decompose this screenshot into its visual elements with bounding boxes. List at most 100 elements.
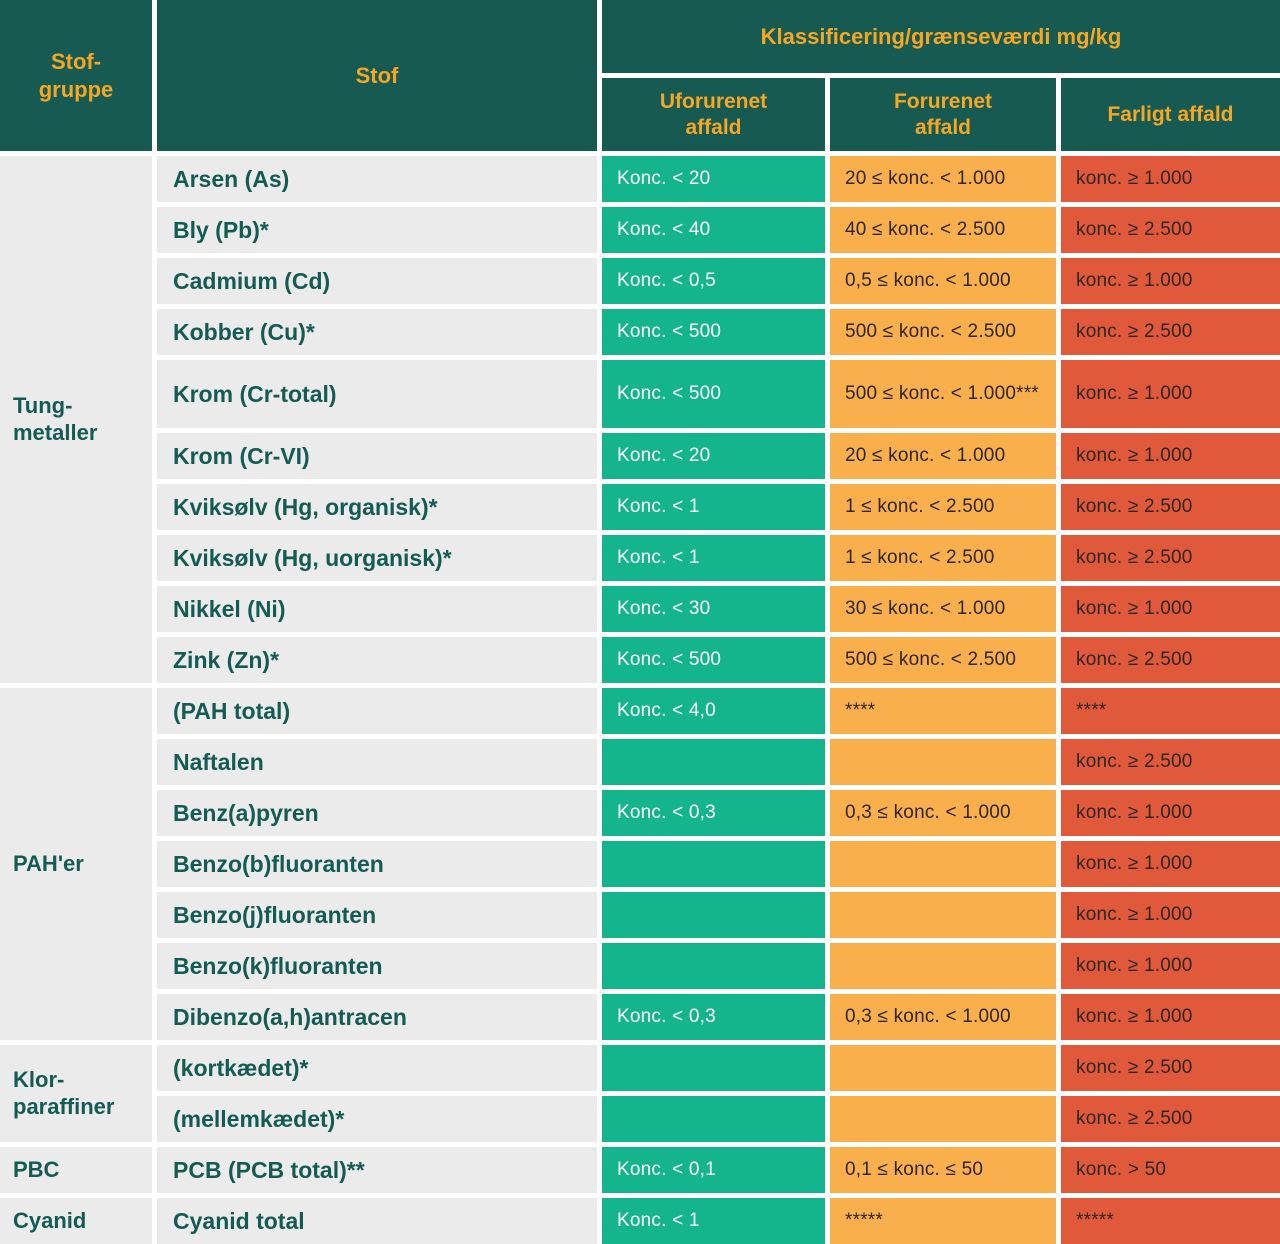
stof-cell: Cyanid total bbox=[157, 1198, 597, 1244]
stof-cell: Dibenzo(a,h)antracen bbox=[157, 994, 597, 1040]
header-forurenet-affald: Forurenet affald bbox=[830, 78, 1056, 151]
farligt-value-cell: konc. ≥ 1.000 bbox=[1061, 892, 1280, 938]
uforurenet-value-cell: Konc. < 20 bbox=[602, 433, 825, 479]
forurenet-value-cell bbox=[830, 739, 1056, 785]
forurenet-value-cell bbox=[830, 1096, 1056, 1142]
stof-cell: Benzo(k)fluoranten bbox=[157, 943, 597, 989]
farligt-value-cell: konc. ≥ 2.500 bbox=[1061, 309, 1280, 355]
uforurenet-value-cell bbox=[602, 841, 825, 887]
header-stof-label: Stof bbox=[355, 62, 399, 88]
uforurenet-value-cell: Konc. < 30 bbox=[602, 586, 825, 632]
stof-cell: PCB (PCB total)** bbox=[157, 1147, 597, 1193]
farligt-value-cell: konc. ≥ 2.500 bbox=[1061, 739, 1280, 785]
farligt-value-cell: konc. ≥ 2.500 bbox=[1061, 207, 1280, 253]
group-label-klor-paraffiner: Klor-paraffiner bbox=[0, 1045, 152, 1142]
farligt-value-cell: konc. > 50 bbox=[1061, 1147, 1280, 1193]
farligt-value-cell: konc. ≥ 1.000 bbox=[1061, 586, 1280, 632]
forurenet-value-cell: 0,3 ≤ konc. < 1.000 bbox=[830, 790, 1056, 836]
uforurenet-value-cell: Konc. < 0,1 bbox=[602, 1147, 825, 1193]
farligt-value-cell: konc. ≥ 1.000 bbox=[1061, 360, 1280, 428]
uforurenet-value-cell: Konc. < 0,3 bbox=[602, 790, 825, 836]
farligt-value-cell: konc. ≥ 1.000 bbox=[1061, 994, 1280, 1040]
farligt-value-cell: konc. ≥ 1.000 bbox=[1061, 943, 1280, 989]
forurenet-value-cell: 1 ≤ konc. < 2.500 bbox=[830, 484, 1056, 530]
stof-cell: Benz(a)pyren bbox=[157, 790, 597, 836]
group-label-pah-er: PAH'er bbox=[0, 688, 152, 1040]
farligt-value-cell: konc. ≥ 2.500 bbox=[1061, 1045, 1280, 1091]
forurenet-value-cell: **** bbox=[830, 688, 1056, 734]
farligt-value-cell: **** bbox=[1061, 688, 1280, 734]
stof-cell: Cadmium (Cd) bbox=[157, 258, 597, 304]
stof-cell: Kobber (Cu)* bbox=[157, 309, 597, 355]
uforurenet-value-cell bbox=[602, 739, 825, 785]
farligt-value-cell: konc. ≥ 1.000 bbox=[1061, 433, 1280, 479]
uforurenet-value-cell: Konc. < 500 bbox=[602, 360, 825, 428]
forurenet-value-cell: 0,5 ≤ konc. < 1.000 bbox=[830, 258, 1056, 304]
uforurenet-value-cell: Konc. < 500 bbox=[602, 309, 825, 355]
header-klassificering: Klassificering/grænseværdi mg/kg bbox=[602, 0, 1280, 73]
uforurenet-value-cell: Konc. < 500 bbox=[602, 637, 825, 683]
stof-cell: Naftalen bbox=[157, 739, 597, 785]
farligt-value-cell: ***** bbox=[1061, 1198, 1280, 1244]
stof-cell: Krom (Cr-total) bbox=[157, 360, 597, 428]
forurenet-value-cell: 500 ≤ konc. < 1.000*** bbox=[830, 360, 1056, 428]
uforurenet-value-cell: Konc. < 1 bbox=[602, 484, 825, 530]
uforurenet-value-cell: Konc. < 0,5 bbox=[602, 258, 825, 304]
forurenet-value-cell: 20 ≤ konc. < 1.000 bbox=[830, 433, 1056, 479]
header-stof-gruppe: Stof-gruppe bbox=[0, 0, 152, 151]
uforurenet-value-cell: Konc. < 0,3 bbox=[602, 994, 825, 1040]
forurenet-value-cell: 30 ≤ konc. < 1.000 bbox=[830, 586, 1056, 632]
header-stof-gruppe-label: Stof-gruppe bbox=[38, 49, 114, 102]
forurenet-value-cell: 40 ≤ konc. < 2.500 bbox=[830, 207, 1056, 253]
header-forurenet-affald-label: Forurenet affald bbox=[893, 90, 992, 139]
farligt-value-cell: konc. ≥ 1.000 bbox=[1061, 841, 1280, 887]
header-stof: Stof bbox=[157, 0, 597, 151]
forurenet-value-cell bbox=[830, 1045, 1056, 1091]
farligt-value-cell: konc. ≥ 2.500 bbox=[1061, 535, 1280, 581]
forurenet-value-cell: 20 ≤ konc. < 1.000 bbox=[830, 156, 1056, 202]
forurenet-value-cell bbox=[830, 943, 1056, 989]
stof-cell: Bly (Pb)* bbox=[157, 207, 597, 253]
farligt-value-cell: konc. ≥ 2.500 bbox=[1061, 484, 1280, 530]
group-label-tung-metaller: Tung-metaller bbox=[0, 156, 152, 683]
header-farligt-affald: Farligt affald bbox=[1061, 78, 1280, 151]
stof-cell: (mellemkædet)* bbox=[157, 1096, 597, 1142]
uforurenet-value-cell: Konc. < 40 bbox=[602, 207, 825, 253]
header-uforurenet-affald-label: Uforurenet affald bbox=[659, 90, 768, 139]
uforurenet-value-cell: Konc. < 1 bbox=[602, 535, 825, 581]
group-label-pbc: PBC bbox=[0, 1147, 152, 1193]
forurenet-value-cell: 500 ≤ konc. < 2.500 bbox=[830, 309, 1056, 355]
uforurenet-value-cell bbox=[602, 892, 825, 938]
uforurenet-value-cell: Konc. < 4,0 bbox=[602, 688, 825, 734]
forurenet-value-cell: 500 ≤ konc. < 2.500 bbox=[830, 637, 1056, 683]
farligt-value-cell: konc. ≥ 1.000 bbox=[1061, 258, 1280, 304]
header-farligt-affald-label: Farligt affald bbox=[1107, 102, 1234, 126]
stof-cell: Zink (Zn)* bbox=[157, 637, 597, 683]
forurenet-value-cell bbox=[830, 892, 1056, 938]
uforurenet-value-cell bbox=[602, 1096, 825, 1142]
header-klassificering-label: Klassificering/grænseværdi mg/kg bbox=[760, 23, 1122, 49]
forurenet-value-cell: 1 ≤ konc. < 2.500 bbox=[830, 535, 1056, 581]
farligt-value-cell: konc. ≥ 1.000 bbox=[1061, 790, 1280, 836]
forurenet-value-cell: 0,1 ≤ konc. ≤ 50 bbox=[830, 1147, 1056, 1193]
stof-cell: (kortkædet)* bbox=[157, 1045, 597, 1091]
uforurenet-value-cell: Konc. < 20 bbox=[602, 156, 825, 202]
uforurenet-value-cell bbox=[602, 1045, 825, 1091]
farligt-value-cell: konc. ≥ 2.500 bbox=[1061, 637, 1280, 683]
stof-cell: (PAH total) bbox=[157, 688, 597, 734]
stof-cell: Nikkel (Ni) bbox=[157, 586, 597, 632]
stof-cell: Krom (Cr-VI) bbox=[157, 433, 597, 479]
forurenet-value-cell: ***** bbox=[830, 1198, 1056, 1244]
stof-cell: Benzo(j)fluoranten bbox=[157, 892, 597, 938]
uforurenet-value-cell bbox=[602, 943, 825, 989]
header-uforurenet-affald: Uforurenet affald bbox=[602, 78, 825, 151]
farligt-value-cell: konc. ≥ 2.500 bbox=[1061, 1096, 1280, 1142]
stof-cell: Benzo(b)fluoranten bbox=[157, 841, 597, 887]
group-label-cyanid: Cyanid bbox=[0, 1198, 152, 1244]
stof-cell: Kviksølv (Hg, organisk)* bbox=[157, 484, 597, 530]
uforurenet-value-cell: Konc. < 1 bbox=[602, 1198, 825, 1244]
stof-cell: Arsen (As) bbox=[157, 156, 597, 202]
forurenet-value-cell: 0,3 ≤ konc. < 1.000 bbox=[830, 994, 1056, 1040]
forurenet-value-cell bbox=[830, 841, 1056, 887]
